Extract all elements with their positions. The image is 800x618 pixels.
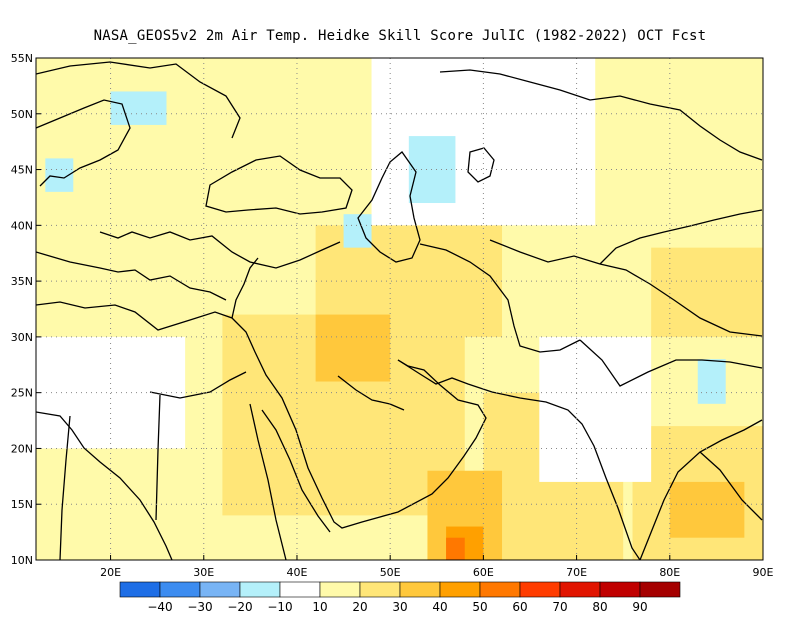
lat-tick-label: 40N — [11, 219, 33, 232]
lon-tick-label: 80E — [659, 566, 680, 579]
lon-tick-label: 90E — [753, 566, 774, 579]
colorbar-swatch — [239, 581, 281, 598]
skill-region-8 — [669, 481, 745, 538]
colorbar-label: 70 — [552, 600, 567, 614]
skill-region-11 — [371, 58, 596, 226]
colorbar-swatch — [119, 581, 161, 598]
colorbar-label: 20 — [352, 600, 367, 614]
lon-tick-label: 60E — [473, 566, 494, 579]
skill-score-shading — [36, 58, 763, 560]
colorbar-swatch — [359, 581, 401, 598]
skill-region-18 — [343, 214, 372, 248]
lat-tick-label: 50N — [11, 108, 33, 121]
lat-tick-label: 20N — [11, 442, 33, 455]
colorbar: −40 −30 −20 −10 10 20 30 40 50 60 70 80 90 — [119, 581, 681, 614]
colorbar-label: −10 — [267, 600, 292, 614]
lon-tick-label: 70E — [566, 566, 587, 579]
skill-region-10 — [446, 537, 465, 560]
colorbar-swatch — [519, 581, 561, 598]
lat-tick-label: 45N — [11, 164, 33, 177]
lat-tick-label: 25N — [11, 387, 33, 400]
colorbar-swatch — [399, 581, 441, 598]
colorbar-label: −30 — [187, 600, 212, 614]
colorbar-label: 40 — [432, 600, 447, 614]
skill-region-17 — [697, 359, 726, 404]
skill-region-7 — [315, 314, 391, 382]
colorbar-swatch — [479, 581, 521, 598]
lat-tick-label: 30N — [11, 331, 33, 344]
lon-tick-label: 50E — [380, 566, 401, 579]
lat-tick-label: 55N — [11, 52, 33, 65]
colorbar-swatch — [159, 581, 201, 598]
lon-tick-label: 20E — [100, 566, 121, 579]
colorbar-label: 60 — [512, 600, 527, 614]
colorbar-swatch — [599, 581, 641, 598]
colorbar-label: 80 — [592, 600, 607, 614]
plot-frame — [35, 57, 764, 561]
colorbar-swatch — [319, 581, 361, 598]
longitude-tick-labels: 20E 30E 40E 50E 60E 70E 80E 90E — [100, 566, 773, 579]
colorbar-swatch — [439, 581, 481, 598]
latitude-tick-labels: 55N 50N 45N 40N 35N 30N 25N 20N 15N 10N — [11, 52, 33, 567]
lon-tick-label: 30E — [193, 566, 214, 579]
lat-lon-gridlines — [36, 57, 764, 561]
chart-title: NASA_GEOS5v2 2m Air Temp. Heidke Skill S… — [93, 28, 707, 44]
colorbar-label: 90 — [632, 600, 647, 614]
lat-tick-label: 15N — [11, 498, 33, 511]
lon-tick-label: 40E — [286, 566, 307, 579]
colorbar-swatch — [559, 581, 601, 598]
colorbar-label: 50 — [472, 600, 487, 614]
coastlines-and-borders — [36, 61, 763, 560]
colorbar-swatch — [639, 581, 681, 598]
colorbar-swatch — [199, 581, 241, 598]
skill-region-5 — [651, 247, 763, 337]
colorbar-label: 30 — [392, 600, 407, 614]
skill-region-14 — [110, 91, 167, 125]
skill-region-16 — [408, 136, 456, 204]
lat-tick-label: 10N — [11, 554, 33, 567]
lat-tick-label: 35N — [11, 275, 33, 288]
colorbar-swatch — [279, 581, 321, 598]
skill-region-13 — [539, 336, 652, 482]
colorbar-label: −20 — [227, 600, 252, 614]
skill-region-12 — [36, 336, 186, 449]
colorbar-label: 10 — [312, 600, 327, 614]
colorbar-label: −40 — [147, 600, 172, 614]
